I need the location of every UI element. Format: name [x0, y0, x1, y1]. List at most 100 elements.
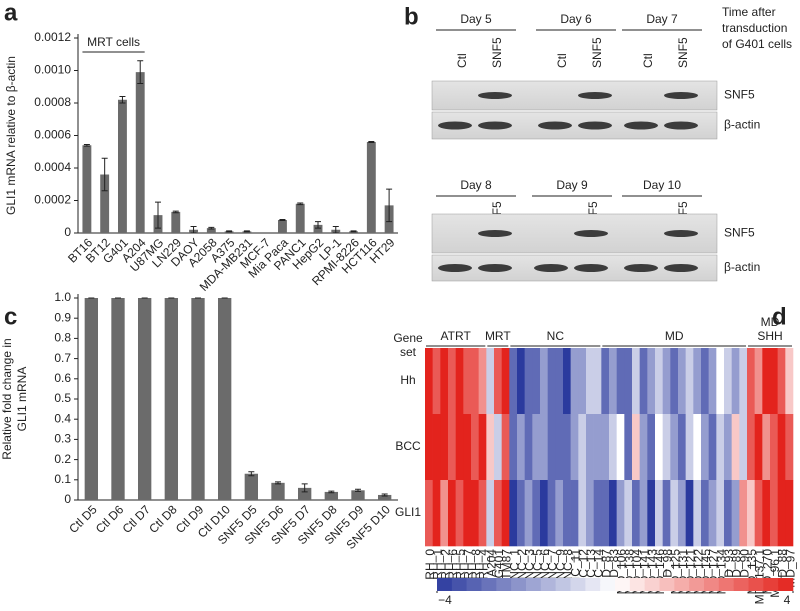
- heat-cell: [524, 480, 533, 547]
- heat-cell: [524, 414, 533, 481]
- heat-cell: [455, 348, 464, 415]
- heat-cell: [486, 348, 495, 415]
- heat-cell: [693, 480, 702, 547]
- heat-cell: [609, 480, 617, 547]
- heat-cell: [777, 348, 786, 415]
- error-bar: [137, 60, 144, 84]
- error-bar: [297, 202, 304, 206]
- band-label: β-actin: [724, 260, 760, 274]
- error-bar: [368, 141, 375, 143]
- heat-cell: [463, 480, 472, 547]
- heat-cell: [509, 414, 518, 481]
- error-bar: [101, 157, 108, 192]
- heat-cell: [524, 348, 533, 415]
- heat-cell: [785, 480, 794, 547]
- heat-cell: [770, 348, 778, 415]
- bar: [84, 298, 98, 500]
- bar: [82, 145, 92, 233]
- bar: [118, 99, 127, 233]
- column-label: MD_97: [783, 549, 797, 588]
- heat-cell: [425, 480, 433, 547]
- colorbar-step: [778, 578, 794, 591]
- heat-cell: [555, 480, 564, 547]
- heat-cell: [432, 480, 441, 547]
- heat-cell: [471, 348, 479, 415]
- heat-cell: [586, 348, 594, 415]
- blot-band: [438, 264, 472, 272]
- column-label: NC_11: [569, 549, 583, 586]
- heat-cell: [685, 348, 694, 415]
- column-label: G401: [492, 549, 506, 579]
- day-label: Day 9: [556, 178, 588, 192]
- bar: [378, 494, 392, 500]
- heat-cell: [425, 348, 433, 415]
- note: transduction: [722, 21, 787, 35]
- blot-band: [574, 264, 608, 272]
- colorbar-step: [615, 578, 631, 591]
- panel-letter: d: [772, 303, 787, 330]
- column-label: NC_7: [546, 549, 560, 580]
- panel-letter: c: [4, 303, 17, 330]
- heat-cell: [563, 414, 571, 481]
- row-header: Gene: [393, 331, 423, 345]
- panel-letter: b: [404, 3, 419, 30]
- heat-cell: [463, 348, 472, 415]
- heat-cell: [601, 348, 610, 415]
- heat-cell: [624, 480, 633, 547]
- heat-cell: [747, 348, 755, 415]
- heat-cell: [770, 480, 778, 547]
- band-label: β-actin: [724, 118, 760, 132]
- heat-cell: [517, 480, 525, 547]
- bar: [171, 211, 181, 233]
- column-label: MD_89: [730, 549, 744, 588]
- colorbar-step: [437, 578, 453, 591]
- error-bar: [155, 201, 161, 229]
- bar: [100, 174, 110, 233]
- y-tick-label: 0.4: [54, 411, 71, 425]
- blot-band: [624, 264, 658, 272]
- group-label: NC: [547, 329, 565, 343]
- heat-cell: [555, 414, 564, 481]
- heat-cell: [532, 480, 541, 547]
- group-label: MD: [761, 315, 780, 329]
- note: Time after: [722, 5, 776, 19]
- heat-cell: [509, 480, 518, 547]
- colorbar-step: [466, 578, 482, 591]
- y-tick-label: 0.6: [54, 371, 71, 385]
- y-tick-label: 0.2: [54, 452, 71, 466]
- heat-cell: [593, 480, 602, 547]
- bar: [271, 482, 285, 500]
- heat-cell: [509, 348, 518, 415]
- day-label: Day 8: [460, 178, 492, 192]
- blot-band: [578, 121, 612, 130]
- x-tick-label: Ctl D7: [120, 502, 154, 536]
- error-bar: [248, 471, 255, 477]
- colorbar-step: [481, 578, 497, 591]
- blot-band: [438, 121, 472, 130]
- heat-cell: [670, 414, 679, 481]
- heat-cell: [570, 480, 579, 547]
- y-tick-label: 0.8: [54, 331, 71, 345]
- heat-cell: [616, 480, 625, 547]
- colorbar-step: [526, 578, 542, 591]
- column-label: NC_12: [576, 549, 590, 587]
- heat-cell: [747, 414, 755, 481]
- band-label: SNF5: [724, 226, 755, 240]
- lane-label: SNF5: [490, 37, 504, 68]
- heat-cell: [785, 414, 794, 481]
- heat-cell: [777, 480, 786, 547]
- row-header: set: [400, 345, 417, 359]
- heat-cell: [724, 348, 732, 415]
- annotation: MRT cells: [87, 35, 140, 49]
- y-tick-label: 0.0010: [34, 63, 71, 77]
- heat-cell: [754, 348, 763, 415]
- colorbar-step: [689, 578, 705, 591]
- heat-cell: [494, 480, 502, 547]
- colorbar-step: [600, 578, 616, 591]
- bar: [295, 203, 305, 233]
- heat-cell: [570, 414, 579, 481]
- heat-cell: [777, 414, 786, 481]
- column-label: RH_5: [454, 549, 468, 580]
- heat-cell: [486, 480, 495, 547]
